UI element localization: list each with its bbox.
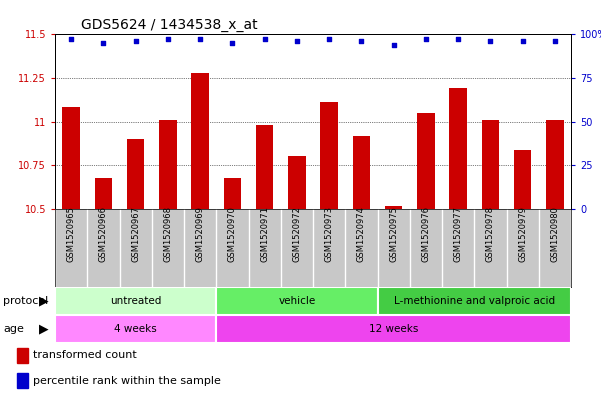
Bar xyxy=(94,178,112,209)
Text: transformed count: transformed count xyxy=(34,351,137,360)
Text: percentile rank within the sample: percentile rank within the sample xyxy=(34,375,221,386)
Bar xyxy=(546,120,564,209)
Bar xyxy=(320,102,338,209)
Bar xyxy=(55,287,216,315)
Point xyxy=(486,38,495,44)
Point xyxy=(389,41,398,48)
Bar xyxy=(127,139,144,209)
Bar xyxy=(216,287,377,315)
Bar xyxy=(224,178,241,209)
Text: GDS5624 / 1434538_x_at: GDS5624 / 1434538_x_at xyxy=(81,18,257,31)
Bar xyxy=(256,125,273,209)
Bar xyxy=(288,156,306,209)
Bar xyxy=(55,315,216,343)
Text: ▶: ▶ xyxy=(39,294,49,307)
Text: L-methionine and valproic acid: L-methionine and valproic acid xyxy=(394,296,555,306)
Bar xyxy=(63,108,80,209)
Bar xyxy=(353,136,370,209)
Text: vehicle: vehicle xyxy=(278,296,316,306)
Text: untreated: untreated xyxy=(110,296,161,306)
Bar xyxy=(514,149,531,209)
Bar xyxy=(481,120,499,209)
Point xyxy=(453,36,463,42)
Bar xyxy=(17,373,28,388)
Bar xyxy=(417,113,435,209)
Point xyxy=(228,40,237,46)
Point xyxy=(131,38,141,44)
Bar xyxy=(450,88,467,209)
Point xyxy=(421,36,431,42)
Point xyxy=(292,38,302,44)
Text: protocol: protocol xyxy=(3,296,48,306)
Text: age: age xyxy=(3,324,24,334)
Bar xyxy=(385,206,403,209)
Point xyxy=(260,36,269,42)
Bar xyxy=(17,348,28,363)
Bar xyxy=(191,72,209,209)
Point xyxy=(163,36,172,42)
Text: 4 weeks: 4 weeks xyxy=(114,324,157,334)
Text: ▶: ▶ xyxy=(39,323,49,336)
Point xyxy=(356,38,366,44)
Bar xyxy=(377,287,571,315)
Point xyxy=(99,40,108,46)
Point xyxy=(66,36,76,42)
Point xyxy=(325,36,334,42)
Bar xyxy=(216,315,571,343)
Point xyxy=(550,38,560,44)
Point xyxy=(195,36,205,42)
Bar xyxy=(159,120,177,209)
Text: 12 weeks: 12 weeks xyxy=(369,324,418,334)
Point xyxy=(518,38,528,44)
